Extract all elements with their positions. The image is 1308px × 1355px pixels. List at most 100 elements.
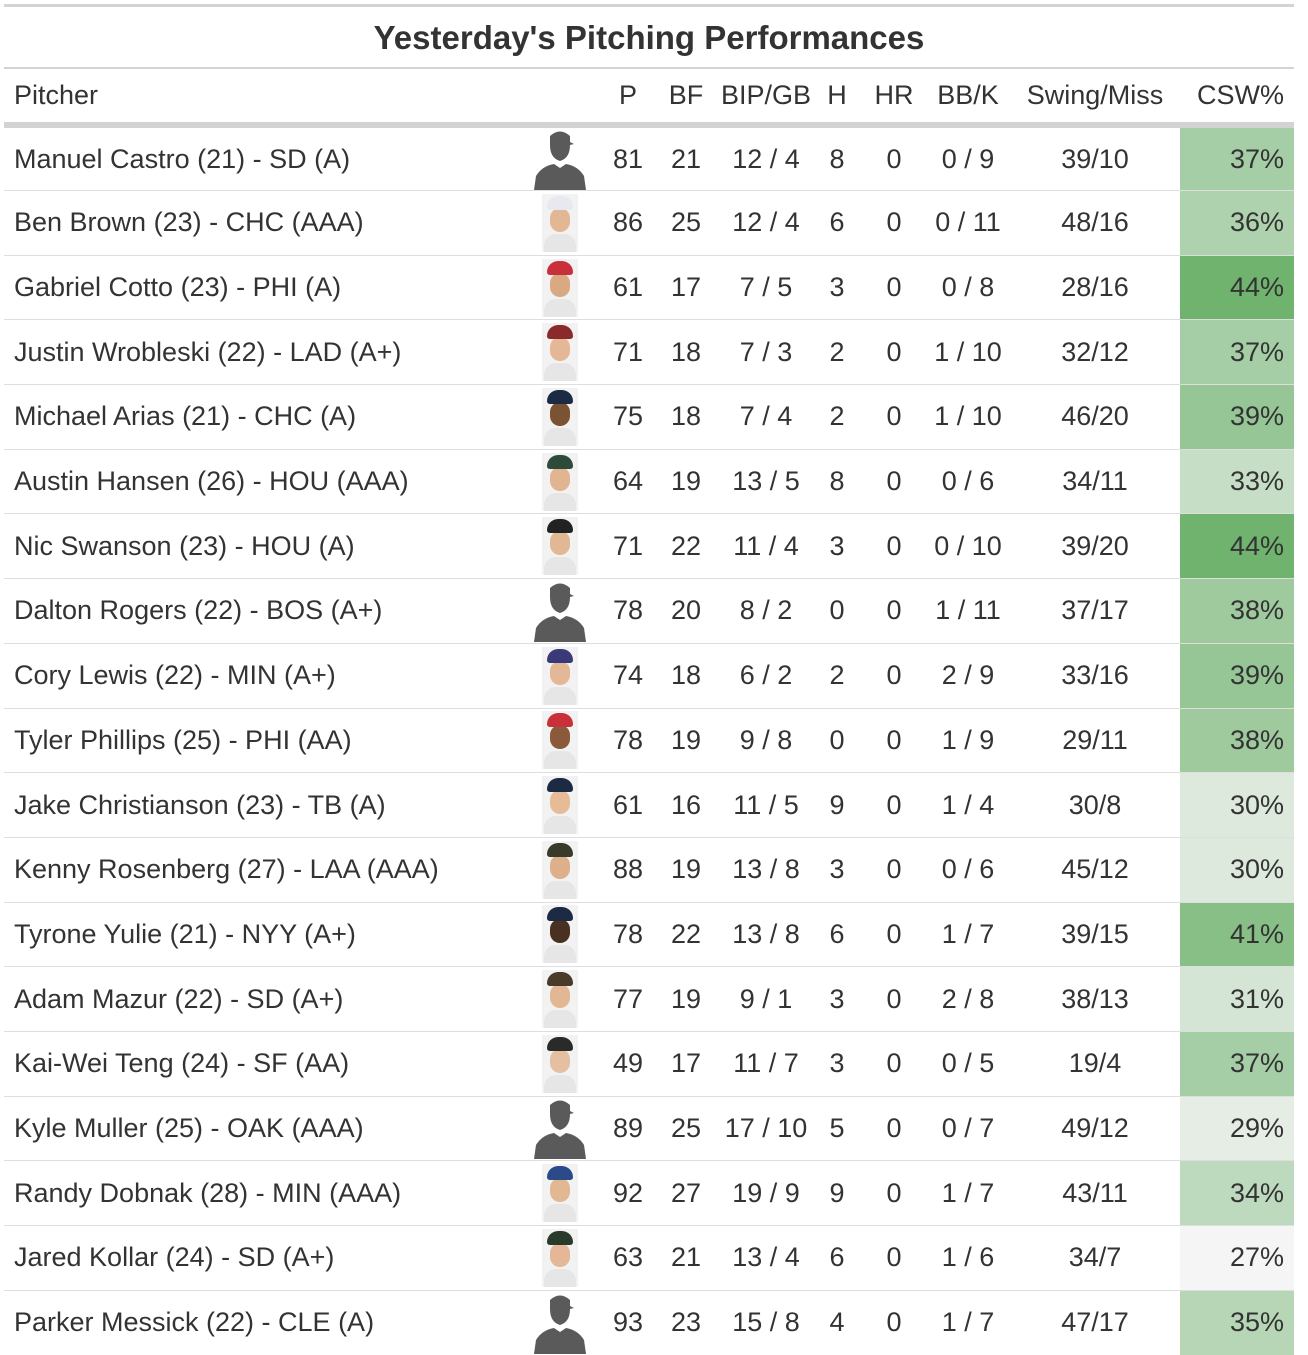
batters-faced-cell: 21 xyxy=(652,1225,720,1291)
csw-cell: 38% xyxy=(1180,708,1294,774)
header-bf: BF xyxy=(652,69,720,128)
pitcher-name: Dalton Rogers (22) - BOS (A+) xyxy=(4,578,516,644)
swing-miss-cell: 43/11 xyxy=(1010,1160,1180,1226)
bip-gb-cell: 11 / 7 xyxy=(720,1031,812,1097)
pitcher-name: Kai-Wei Teng (24) - SF (AA) xyxy=(4,1031,516,1097)
headshot-icon xyxy=(542,323,578,382)
bip-gb-cell: 6 / 2 xyxy=(720,643,812,709)
pitches-cell: 78 xyxy=(604,708,652,774)
swing-miss-cell: 48/16 xyxy=(1010,190,1180,256)
home-runs-cell: 0 xyxy=(886,1307,902,1338)
home-runs-cell: 0 xyxy=(862,125,926,191)
table-row: Kenny Rosenberg (27) - LAA (AAA) 88 19 13 /… xyxy=(4,837,1294,903)
hits-cell: 2 xyxy=(812,384,862,450)
home-runs-cell: 0 xyxy=(862,1031,926,1097)
photo-cell xyxy=(516,1096,604,1162)
home-runs-cell: 0 xyxy=(862,190,926,256)
swing-miss-cell: 33/16 xyxy=(1010,643,1180,709)
headshot-icon xyxy=(542,711,578,770)
swing-miss-cell: 28/16 xyxy=(1010,255,1180,321)
bb-k-cell: 1 / 7 xyxy=(941,1307,995,1338)
csw-cell: 36% xyxy=(1180,190,1294,256)
pitcher-name: Austin Hansen (26) - HOU (AAA) xyxy=(4,449,516,515)
bip-gb-cell: 9 / 1 xyxy=(720,966,812,1032)
bip-gb-cell: 12 / 4 xyxy=(720,125,812,191)
headshot-icon xyxy=(542,258,578,317)
hits-cell: 5 xyxy=(812,1096,862,1162)
photo-cell xyxy=(516,902,604,968)
batters-faced-cell: 17 xyxy=(652,255,720,321)
hits-cell: 6 xyxy=(812,1225,862,1291)
photo-cell xyxy=(516,578,604,644)
silhouette-icon xyxy=(534,583,586,642)
swing-miss-cell: 38/13 xyxy=(1010,966,1180,1032)
csw-cell: 34% xyxy=(1180,1160,1294,1226)
header-bip-gb: BIP/GB xyxy=(720,69,812,128)
pitches-cell: 93 xyxy=(612,1307,644,1338)
batters-faced-cell: 17 xyxy=(652,1031,720,1097)
table-header: Pitcher P BF BIP/GB H HR BB/K Swing/Miss… xyxy=(4,69,1294,128)
batters-faced-cell: 19 xyxy=(652,449,720,515)
headshot-icon xyxy=(542,970,578,1029)
home-runs-cell: 0 xyxy=(862,966,926,1032)
bb-k-cell: 1 / 10 xyxy=(926,319,1010,386)
pitcher-name: Manuel Castro (21) - SD (A) xyxy=(4,125,516,191)
hits-cell: 8 xyxy=(812,125,862,191)
photo-cell xyxy=(516,319,604,386)
pitches-cell: 88 xyxy=(604,837,652,903)
pitches-cell: 61 xyxy=(604,255,652,321)
csw-cell: 41% xyxy=(1180,902,1294,968)
batters-faced-cell: 22 xyxy=(652,902,720,968)
hits-cell: 0 xyxy=(812,708,862,774)
home-runs-cell: 0 xyxy=(862,384,926,450)
bip-gb-cell: 13 / 8 xyxy=(720,837,812,903)
table-row: Jake Christianson (23) - TB (A) 61 16 11 / … xyxy=(4,772,1294,838)
csw-cell: 39% xyxy=(1180,643,1294,709)
hits-cell: 3 xyxy=(812,513,862,580)
headshot-icon xyxy=(542,193,578,252)
pitcher-name: Tyler Phillips (25) - PHI (AA) xyxy=(4,708,516,774)
pitcher-name: Ben Brown (23) - CHC (AAA) xyxy=(4,190,516,256)
header-photo xyxy=(516,69,604,128)
bb-k-cell: 0 / 9 xyxy=(926,125,1010,191)
pitcher-name: Jared Kollar (24) - SD (A+) xyxy=(4,1225,516,1291)
photo-cell xyxy=(516,1290,604,1355)
bb-k-cell: 0 / 10 xyxy=(926,513,1010,580)
pitcher-name: Adam Mazur (22) - SD (A+) xyxy=(4,966,516,1032)
pitches-cell: 49 xyxy=(604,1031,652,1097)
headshot-icon xyxy=(542,1164,578,1223)
batters-faced-cell: 21 xyxy=(652,125,720,191)
swing-miss-cell: 34/11 xyxy=(1010,449,1180,515)
home-runs-cell: 0 xyxy=(862,1225,926,1291)
home-runs-cell: 0 xyxy=(862,319,926,386)
bip-gb-cell: 15 / 8 xyxy=(732,1307,800,1338)
hits-cell: 9 xyxy=(812,772,862,838)
batters-faced-cell: 18 xyxy=(652,384,720,450)
bb-k-cell: 1 / 10 xyxy=(926,384,1010,450)
pitches-cell: 63 xyxy=(604,1225,652,1291)
home-runs-cell: 0 xyxy=(862,837,926,903)
bip-gb-cell: 7 / 3 xyxy=(720,319,812,386)
csw-cell: 44% xyxy=(1180,255,1294,321)
swing-miss-cell: 49/12 xyxy=(1010,1096,1180,1162)
bip-gb-cell: 19 / 9 xyxy=(720,1160,812,1226)
bip-gb-cell: 12 / 4 xyxy=(720,190,812,256)
pitcher-name: Justin Wrobleski (22) - LAD (A+) xyxy=(4,319,516,386)
bb-k-cell: 1 / 11 xyxy=(926,578,1010,644)
csw-cell: 30% xyxy=(1180,837,1294,903)
csw-cell: 39% xyxy=(1180,384,1294,450)
photo-cell xyxy=(516,384,604,450)
bb-k-cell: 0 / 6 xyxy=(926,449,1010,515)
home-runs-cell: 0 xyxy=(862,1160,926,1226)
batters-faced-cell: 19 xyxy=(652,966,720,1032)
home-runs-cell: 0 xyxy=(862,578,926,644)
hits-cell: 3 xyxy=(812,837,862,903)
pitcher-name: Kyle Muller (25) - OAK (AAA) xyxy=(4,1096,516,1162)
swing-miss-cell: 47/17 xyxy=(1061,1307,1129,1338)
